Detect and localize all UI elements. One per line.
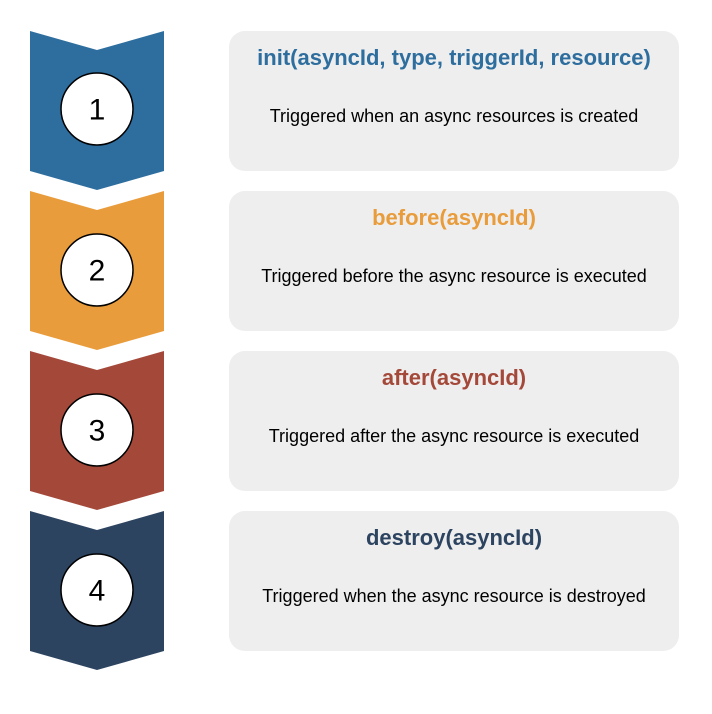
step-2-card: before(asyncId) Triggered before the asy…: [229, 191, 679, 331]
step-3-card: after(asyncId) Triggered after the async…: [229, 351, 679, 491]
step-1-circle: [60, 72, 134, 146]
step-1-card: init(asyncId, type, triggerId, resource)…: [229, 31, 679, 171]
step-1-title: init(asyncId, type, triggerId, resource): [257, 45, 651, 70]
step-2-number: 2: [89, 255, 106, 288]
step-3-marker: 3: [30, 351, 164, 510]
step-4-title: destroy(asyncId): [365, 525, 543, 550]
step-3-description: Triggered after the async resource is ex…: [268, 426, 640, 446]
step-1-description: Triggered when an async resources is cre…: [269, 106, 639, 126]
step-1-marker: 1: [30, 31, 164, 190]
step-2-circle: [60, 233, 134, 307]
step-4-number: 4: [89, 575, 106, 608]
step-4-circle: [60, 553, 134, 627]
step-4-card: destroy(asyncId) Triggered when the asyn…: [229, 511, 679, 651]
step-3-title: after(asyncId): [381, 365, 527, 390]
step-4-description: Triggered when the async resource is des…: [262, 586, 646, 606]
step-2-description: Triggered before the async resource is e…: [261, 266, 647, 286]
step-4-marker: 4: [30, 511, 164, 670]
step-2-title: before(asyncId): [372, 205, 536, 230]
step-3-number: 3: [89, 415, 106, 448]
step-2-marker: 2: [30, 191, 164, 350]
step-1-number: 1: [89, 94, 106, 127]
step-3-circle: [60, 393, 134, 467]
